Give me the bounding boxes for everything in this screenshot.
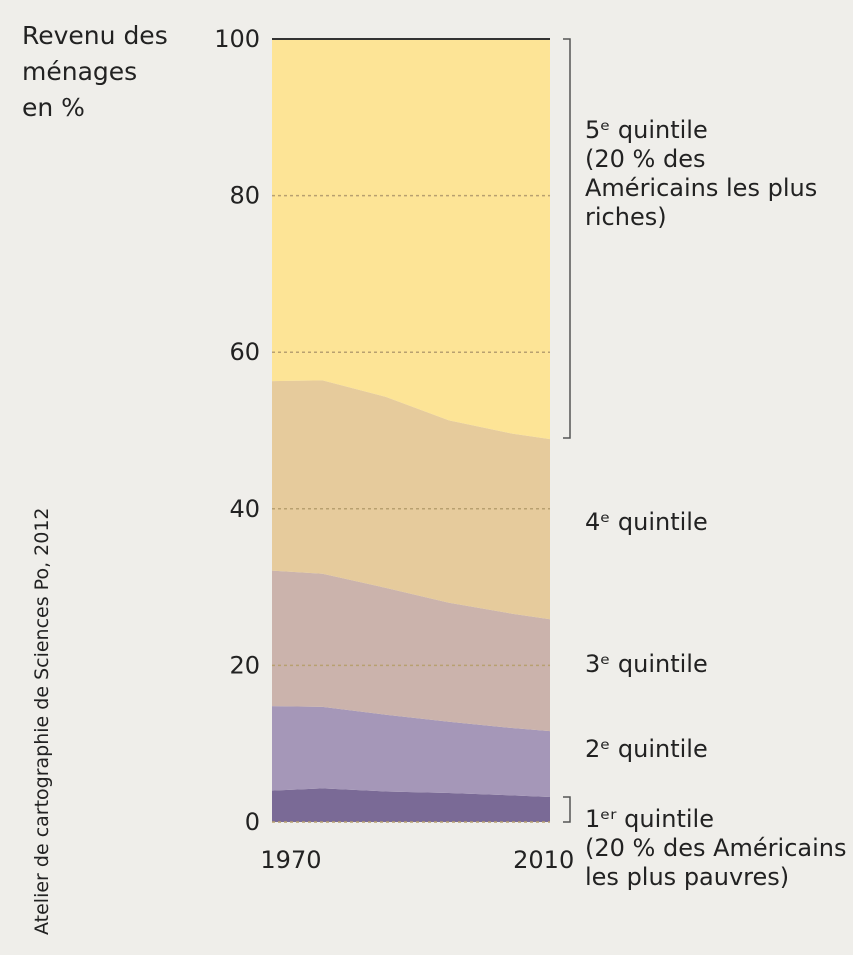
series-name: 5ᵉ quintile (585, 116, 708, 144)
y-tick-label: 60 (229, 338, 260, 366)
series-note: (20 % des Américains les plus pauvres) (585, 834, 847, 891)
x-tick-label: 2010 (513, 846, 574, 874)
legend-label: 5ᵉ quintile (20 % des Américains les plus… (585, 116, 845, 232)
source: Atelier de cartographie de Sciences Po, … (31, 507, 53, 935)
y-tick-label: 0 (245, 808, 260, 836)
series-name: 3ᵉ quintile (585, 650, 708, 678)
y-axis-label: Revenu des ménages en % (22, 21, 168, 122)
area (272, 788, 550, 822)
area (272, 570, 550, 732)
bracket (563, 796, 571, 823)
y-tick-label: 100 (214, 25, 260, 53)
series-name: 1ᵉʳ quintile (585, 805, 714, 833)
legend-label: 1ᵉʳ quintile (20 % des Américains les plu… (585, 805, 850, 892)
area (272, 39, 550, 440)
series-name: 4ᵉ quintile (585, 508, 708, 536)
y-tick-label: 80 (229, 182, 260, 210)
area (272, 380, 550, 620)
y-tick-label: 40 (229, 495, 260, 523)
y-tick-label: 20 (229, 651, 260, 679)
series-note: (20 % des Américains les plus riches) (585, 145, 818, 231)
area (272, 706, 550, 797)
series-name: 2ᵉ quintile (585, 735, 708, 763)
x-tick-label: 1970 (260, 846, 321, 874)
bracket (563, 38, 571, 439)
